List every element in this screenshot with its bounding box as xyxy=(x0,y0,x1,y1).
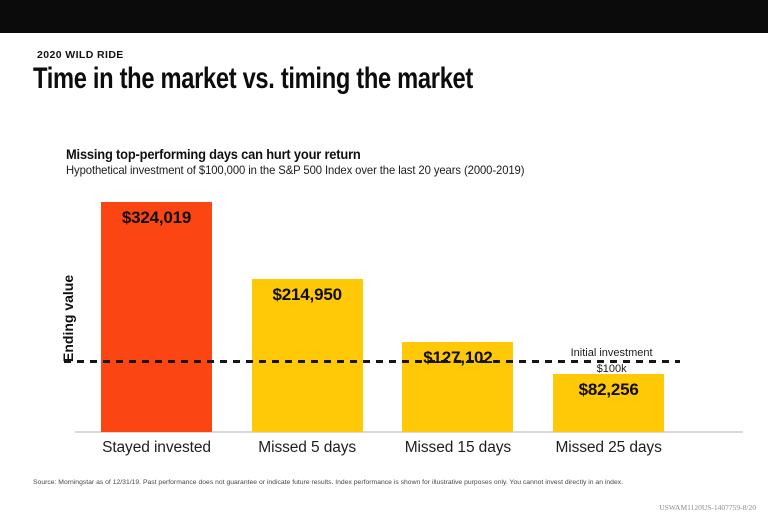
bar-3 xyxy=(402,341,514,432)
top-black-bar xyxy=(0,0,768,33)
bar-4 xyxy=(553,373,665,432)
x-axis-label: Missed 15 days xyxy=(404,439,512,456)
bar-2 xyxy=(251,279,363,432)
x-axis-label: Missed 5 days xyxy=(258,439,357,456)
chart-subheading: Hypothetical investment of $100,000 in t… xyxy=(66,163,525,177)
x-axis-label: Stayed invested xyxy=(102,439,211,456)
page-title: Time in the market vs. timing the market xyxy=(33,62,474,95)
eyebrow-label: 2020 WILD RIDE xyxy=(37,49,124,61)
source-note: Source: Morningstar as of 12/31/19. Past… xyxy=(33,479,624,486)
x-axis-label: Missed 25 days xyxy=(555,439,662,456)
bar-1 xyxy=(101,202,212,432)
bar-value-label: $214,950 xyxy=(272,285,343,305)
bar-value-label: $82,256 xyxy=(578,379,639,399)
bar-value-label: $127,102 xyxy=(423,347,493,367)
document-id: USWAM1120US-1407759-8/20 xyxy=(659,503,756,512)
bar-value-label: $324,019 xyxy=(121,208,192,227)
reference-line-sublabel: $100k xyxy=(596,363,627,376)
reference-line-label: Initial investment xyxy=(570,347,653,360)
initial-investment-dashed-line xyxy=(64,359,680,363)
chart-heading: Missing top-performing days can hurt you… xyxy=(66,146,361,162)
